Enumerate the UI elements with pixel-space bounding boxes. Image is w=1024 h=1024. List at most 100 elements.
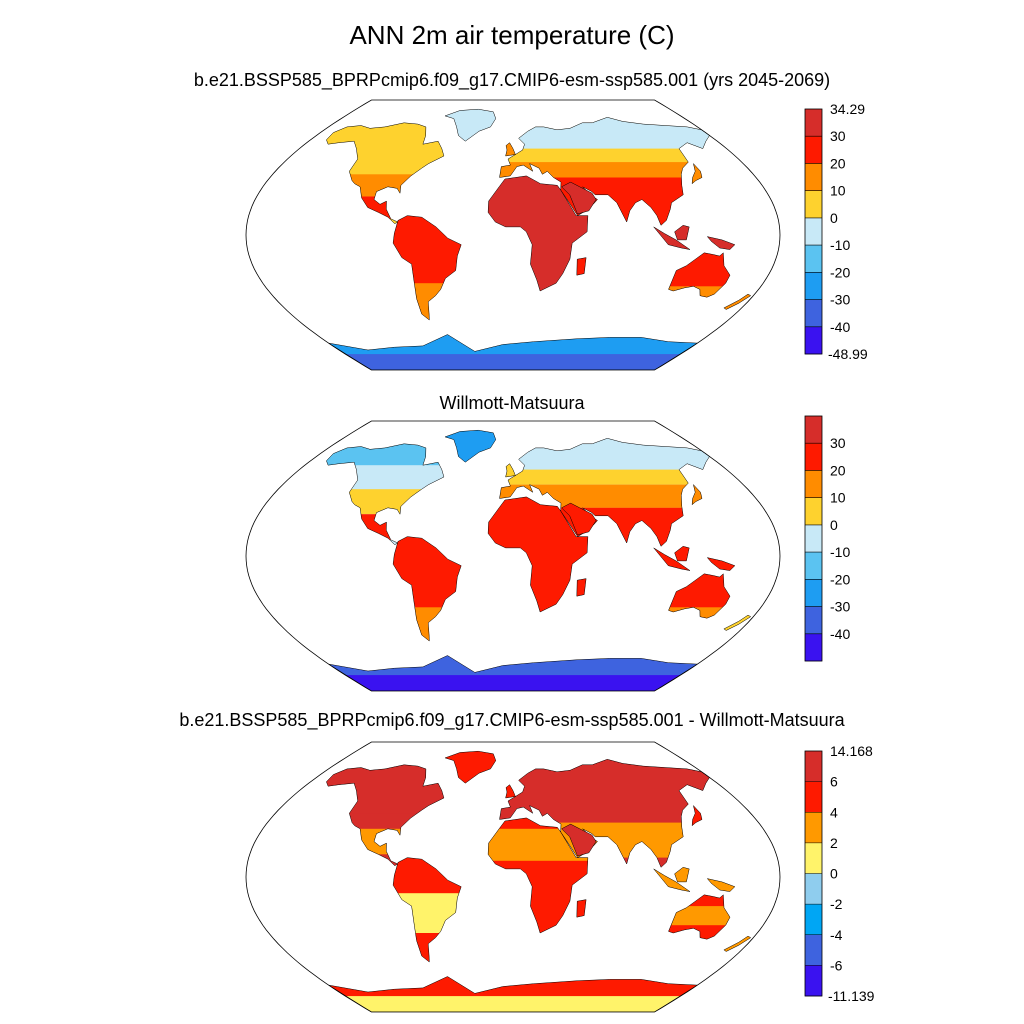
coastline-new-guinea [706, 878, 736, 892]
band-australia [668, 906, 730, 926]
colorbar-segment [805, 272, 822, 300]
panel-3-map [245, 741, 781, 1013]
land-africa [488, 175, 588, 291]
coastline-eurasia [499, 759, 710, 868]
colorbar-label: -20 [830, 571, 850, 587]
land-greenland [445, 109, 496, 142]
land-madagascar [576, 257, 587, 276]
band-antarctica [328, 996, 698, 1012]
colorbar-label: 20 [830, 155, 846, 171]
colorbar-label: -10 [830, 237, 850, 253]
colorbar-segment [805, 245, 822, 273]
coastline-eurasia [499, 438, 710, 547]
colorbar-segment [805, 190, 822, 219]
panel-2-colorbar: -40 -30 -20 -10 0 10 20 30 [804, 415, 850, 662]
coastline-south-america [392, 215, 462, 321]
colorbar-segment [805, 217, 822, 246]
land-new-zealand [723, 294, 751, 310]
coastline-greenland [444, 750, 497, 784]
coastline-africa [487, 175, 589, 292]
coastline-south-america [392, 536, 462, 642]
land-uk [505, 142, 516, 156]
coastline-japan [691, 804, 703, 827]
colorbar-frame [804, 108, 823, 355]
colorbar-segment [805, 109, 822, 137]
coastline-uk [505, 142, 516, 157]
coastline-madagascar [576, 578, 587, 597]
land-new-guinea [707, 878, 735, 892]
band-antarctica [328, 354, 698, 370]
coastline-indonesia [653, 868, 691, 892]
land-madagascar [576, 578, 587, 597]
coastline-antarctica [328, 976, 699, 1012]
colorbar-label: 10 [830, 490, 846, 506]
panel-3-colorbar: -11.139 -6 -4 -2 0 2 4 6 14.168 [804, 743, 875, 1004]
map-frame [245, 420, 781, 692]
colorbar-label: 10 [830, 183, 846, 199]
colorbar-label: 0 [830, 210, 838, 226]
coastline-indonesia [653, 226, 691, 250]
colorbar-segment [805, 579, 822, 607]
colorbar-label: -2 [830, 896, 843, 912]
land-new-zealand [723, 936, 751, 952]
colorbar-label: -40 [830, 319, 850, 335]
colorbar-label: -30 [830, 599, 850, 615]
map-frame [245, 99, 781, 371]
main-title: ANN 2m air temperature (C) [349, 20, 675, 50]
colorbar-segment [805, 299, 822, 328]
coastline-eurasia [499, 117, 710, 226]
land-africa [488, 496, 588, 612]
coastline-new-zealand [723, 614, 752, 631]
colorbar-label: -10 [830, 544, 850, 560]
band-north-america [326, 443, 444, 466]
coastline-north-america [326, 764, 445, 867]
colorbar-label: -20 [830, 264, 850, 280]
colorbar-label: 34.29 [830, 101, 865, 117]
coastline-madagascar [576, 257, 587, 276]
map-frame [245, 741, 781, 1013]
land-south-america [393, 536, 462, 641]
colorbar-segment [805, 136, 822, 164]
coastline-north-america [326, 443, 445, 546]
coastline-borneo [674, 225, 690, 241]
coastline-madagascar [576, 899, 587, 918]
colorbar-segment [805, 873, 822, 905]
colorbar-label: -40 [830, 626, 850, 642]
colorbar-segment [805, 443, 822, 471]
coastline-australia [668, 894, 731, 940]
coastline-new-guinea [706, 557, 736, 571]
coastline-africa [487, 496, 589, 613]
coastline-africa [487, 817, 589, 934]
colorbar-label: -48.99 [828, 346, 868, 362]
land-greenland [445, 430, 496, 463]
colorbar-segment [805, 326, 822, 355]
colorbar-segment [805, 470, 822, 498]
land-borneo [674, 225, 690, 240]
coastline-australia [668, 573, 731, 619]
colorbar-segment [805, 965, 822, 997]
land-new-guinea [707, 557, 735, 571]
colorbar-label: -11.139 [828, 988, 875, 1004]
colorbar-label: 4 [830, 804, 838, 820]
coastline-indonesia [653, 547, 691, 571]
colorbar-label: 14.168 [830, 743, 873, 759]
land-new-guinea [707, 236, 735, 250]
colorbar-label: 0 [830, 866, 838, 882]
land-north-america [326, 122, 444, 224]
colorbar-frame [804, 415, 823, 662]
band-antarctica [328, 675, 698, 691]
colorbar-segment [805, 904, 822, 936]
coastline-new-zealand [723, 935, 752, 952]
coastline-new-zealand [723, 293, 752, 310]
colorbar-segment [805, 633, 822, 662]
coastline-borneo [674, 546, 690, 562]
colorbar-segment [805, 812, 822, 844]
colorbar-segment [805, 552, 822, 580]
colorbar-segment [805, 163, 822, 191]
colorbar-segment [805, 416, 822, 444]
land-arabia [561, 503, 597, 535]
coastline-japan [691, 483, 703, 506]
colorbar-label: -30 [830, 292, 850, 308]
colorbar-segment [805, 606, 822, 635]
coastline-arabia [561, 181, 597, 215]
